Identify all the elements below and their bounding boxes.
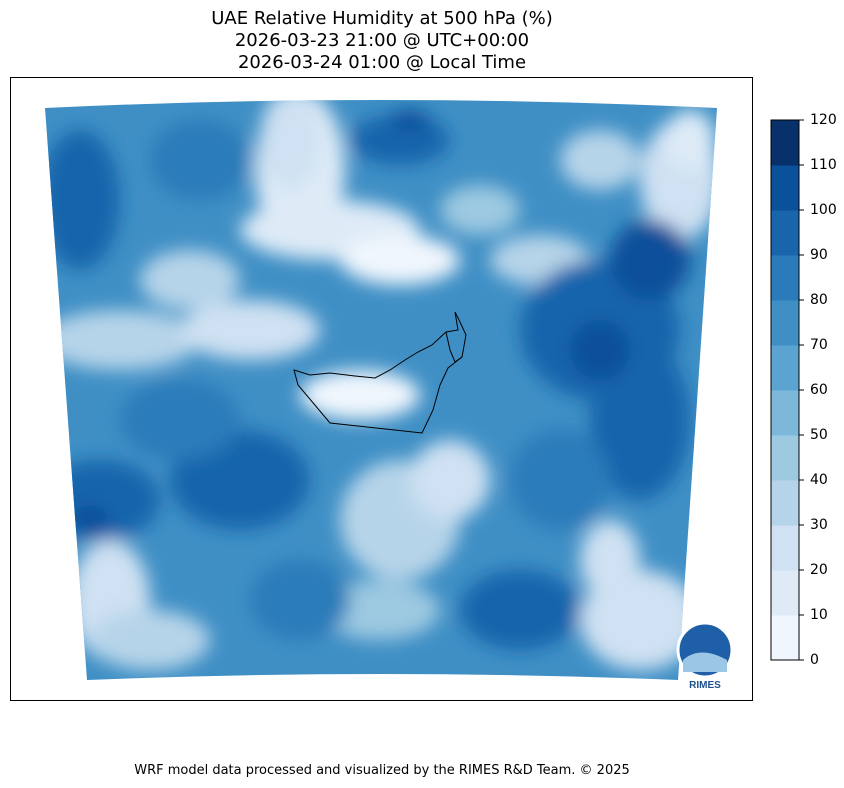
humidity-contour (45, 130, 120, 270)
logo-text: RIMES (689, 680, 721, 691)
humidity-contour (90, 610, 210, 670)
colorbar-cell (771, 615, 799, 661)
humidity-contour (460, 570, 580, 650)
humidity-contour (570, 320, 630, 380)
local-time: 2026-03-24 01:00 @ Local Time (237, 52, 527, 73)
humidity-contour (350, 115, 450, 165)
colorbar-tick-label: 30 (810, 517, 828, 533)
colorbar-cell (771, 435, 799, 481)
colorbar-cell (771, 525, 799, 571)
colorbar-tick-label: 90 (810, 247, 828, 263)
colorbar-cell (771, 120, 799, 166)
humidity-contour (410, 440, 490, 520)
humidity-contour (390, 110, 430, 130)
colorbar-tick-label: 10 (810, 607, 828, 623)
colorbar-tick-label: 80 (810, 292, 828, 308)
map-frame (10, 77, 753, 701)
humidity-contour (120, 380, 240, 460)
colorbar-cell (771, 480, 799, 526)
humidity-contour (560, 130, 640, 190)
humidity-contour (440, 185, 520, 235)
humidity-contour (260, 100, 320, 190)
colorbar-cell (771, 210, 799, 256)
colorbar-cell (771, 165, 799, 211)
humidity-contour (45, 310, 200, 370)
colorbar-cell (771, 255, 799, 301)
humidity-contour (180, 300, 320, 360)
colorbar-tick-label: 120 (810, 112, 837, 128)
humidity-contour (250, 560, 350, 640)
humidity-contour (610, 220, 690, 300)
colorbar-tick-label: 110 (810, 157, 837, 173)
colorbar-tick-label: 20 (810, 562, 828, 578)
colorbar-cell (771, 300, 799, 346)
humidity-contour (340, 235, 460, 285)
colorbar-cell (771, 345, 799, 391)
colorbar-tick-label: 0 (810, 652, 819, 668)
humidity-contour (510, 430, 610, 530)
utc-time: 2026-03-23 21:00 @ UTC+00:00 (234, 30, 530, 51)
colorbar-cell (771, 390, 799, 436)
humidity-contour (320, 580, 440, 640)
colorbar-tick-label: 50 (810, 427, 828, 443)
colorbar-tick-label: 70 (810, 337, 828, 353)
rimes-logo: RIMES (676, 621, 734, 691)
colorbar-tick-label: 40 (810, 472, 828, 488)
humidity-contour (140, 250, 240, 310)
humidity-contour (665, 110, 715, 170)
humidity-contour (590, 340, 690, 500)
colorbar-tick-label: 60 (810, 382, 828, 398)
humidity-contour (70, 505, 110, 535)
humidity-contour (580, 520, 640, 600)
colorbar-tick-label: 100 (810, 202, 837, 218)
chart-title: UAE Relative Humidity at 500 hPa (%) (211, 8, 553, 29)
humidity-contour (150, 120, 250, 200)
colorbar-cell (771, 570, 799, 616)
uae-boundary (293, 311, 467, 434)
footer-credit: WRF model data processed and visualized … (134, 763, 630, 778)
humidity-contour (300, 370, 420, 420)
